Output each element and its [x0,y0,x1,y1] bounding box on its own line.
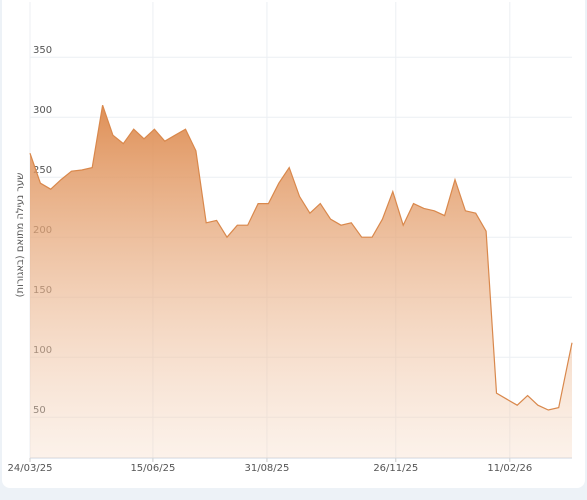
x-tick-label: 24/03/25 [8,463,53,474]
x-tick-label: 15/06/25 [130,463,175,474]
y-tick-label: 300 [33,105,52,116]
x-tick-label: 26/11/25 [373,463,418,474]
y-tick-label: 250 [33,165,52,176]
x-tick-label: 11/02/26 [487,463,532,474]
x-tick-label: 31/08/25 [244,463,289,474]
line [29,105,573,411]
y-tick-label: 350 [33,45,52,56]
area [30,105,572,458]
y-axis-title: שער נעילה מתואם (באגורות) [15,173,26,298]
